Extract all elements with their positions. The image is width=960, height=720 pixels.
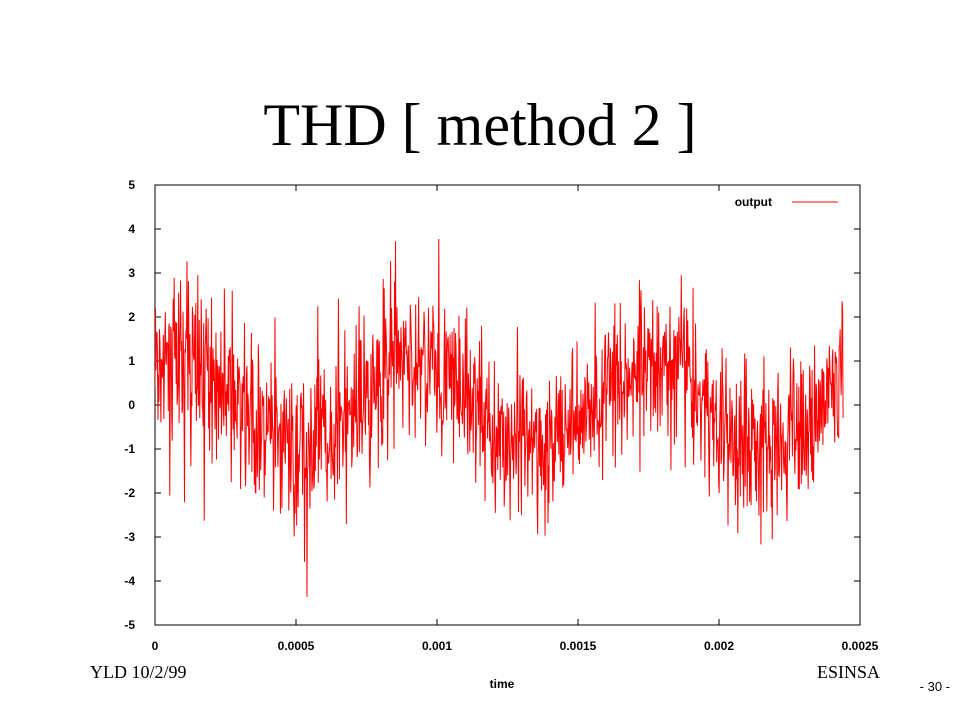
footer-date: YLD 10/2/99	[90, 662, 187, 682]
x-tick-label: 0.0005	[278, 639, 315, 653]
x-tick-label: 0.002	[704, 639, 734, 653]
slide-title: THD [ method 2 ]	[263, 92, 697, 158]
y-tick-label: -4	[124, 574, 135, 588]
page-number: - 30 -	[919, 679, 950, 694]
y-tick-label: 3	[128, 266, 135, 280]
y-tick-label: -2	[124, 486, 135, 500]
axis-ticks	[154, 184, 861, 626]
footer-organization: ESINSA	[816, 662, 880, 682]
legend: output	[735, 195, 838, 209]
y-tick-label: 4	[128, 222, 135, 236]
legend-label-output: output	[735, 195, 772, 209]
x-tick-label: 0.0025	[842, 639, 879, 653]
series-line-output	[155, 239, 844, 598]
x-tick-label: 0	[152, 639, 159, 653]
x-tick-label: 0.0015	[560, 639, 597, 653]
y-tick-label: -1	[124, 442, 135, 456]
y-tick-label: 5	[128, 178, 135, 192]
y-tick-label: 2	[128, 310, 135, 324]
x-axis-label: time	[490, 677, 515, 691]
x-tick-label: 0.001	[422, 639, 452, 653]
y-tick-label: -5	[124, 618, 135, 632]
y-tick-label: 0	[128, 398, 135, 412]
y-tick-label: -3	[124, 530, 135, 544]
axis-tick-labels: -5 -4 -3 -2 -1 0 1 2 3 4 5 0 0.0005 0.001 0.0015 0.002 0…	[124, 178, 878, 653]
y-tick-label: 1	[128, 354, 135, 368]
